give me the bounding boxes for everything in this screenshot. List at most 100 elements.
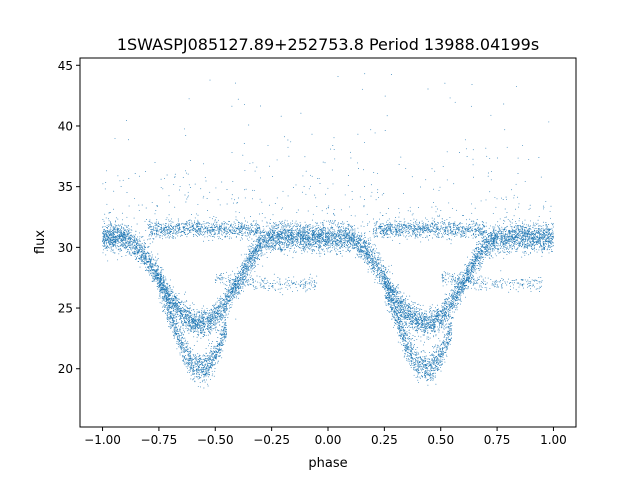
data-point (184, 293, 186, 295)
data-point (181, 308, 183, 309)
data-point (506, 241, 508, 243)
data-point (230, 300, 231, 302)
data-point (273, 246, 275, 248)
data-point (303, 247, 305, 249)
data-point (141, 252, 143, 254)
data-point (178, 298, 180, 300)
data-point (197, 322, 199, 323)
data-point (126, 241, 128, 243)
data-point (296, 233, 298, 235)
data-point (352, 238, 354, 240)
data-point (435, 316, 437, 318)
data-point (537, 233, 539, 235)
data-point (504, 220, 506, 222)
data-point (124, 243, 126, 245)
data-point (136, 239, 138, 241)
data-point (302, 248, 304, 250)
data-point (376, 252, 378, 253)
data-point (313, 239, 315, 240)
data-point (524, 219, 526, 221)
data-point (104, 245, 106, 247)
data-point (138, 245, 140, 247)
data-point (247, 246, 249, 248)
data-point (354, 235, 356, 237)
data-point (199, 328, 201, 330)
data-point (373, 247, 375, 249)
data-point (445, 301, 447, 302)
data-point (319, 244, 321, 246)
data-point (378, 266, 380, 268)
data-point (459, 283, 461, 285)
data-point (147, 267, 149, 269)
data-point (541, 230, 543, 232)
data-point (306, 228, 308, 230)
data-point (141, 245, 143, 247)
data-point (274, 248, 276, 250)
data-point (412, 320, 414, 322)
data-point (518, 220, 520, 222)
data-point (272, 249, 273, 251)
data-point (201, 318, 203, 320)
data-point (262, 246, 264, 248)
data-point (377, 257, 379, 259)
data-point (489, 254, 491, 255)
data-point (408, 311, 409, 312)
data-point (381, 276, 383, 278)
data-point (404, 312, 406, 314)
data-point (347, 224, 349, 226)
data-point (431, 319, 433, 321)
data-point (489, 233, 491, 235)
data-point (510, 221, 512, 223)
data-point (402, 296, 404, 298)
data-point (213, 322, 215, 324)
data-point (494, 253, 496, 255)
data-point (187, 322, 189, 324)
data-point (287, 234, 289, 236)
data-point (526, 224, 528, 226)
data-point (493, 235, 495, 237)
data-point (128, 235, 130, 237)
data-point (377, 276, 378, 278)
data-point (103, 246, 105, 248)
data-point (261, 251, 262, 253)
data-point (276, 236, 278, 238)
data-point (289, 225, 291, 227)
data-point (134, 255, 136, 257)
data-point (460, 298, 461, 300)
data-point (112, 251, 114, 253)
data-point (441, 310, 443, 312)
data-point (360, 253, 362, 255)
data-point (311, 245, 313, 247)
data-point (312, 244, 314, 246)
data-point (282, 244, 284, 246)
data-point (127, 243, 129, 245)
data-point (150, 268, 152, 270)
data-point (381, 283, 383, 285)
data-point (220, 295, 222, 297)
data-point (299, 222, 301, 224)
data-point (237, 285, 238, 287)
data-point (172, 298, 174, 300)
data-point (323, 233, 325, 235)
data-point (108, 233, 109, 234)
data-point (310, 244, 312, 245)
data-point (241, 290, 243, 291)
data-point (329, 242, 331, 244)
data-point (465, 265, 467, 267)
data-point (164, 276, 166, 278)
data-point (301, 229, 303, 231)
data-point (219, 318, 221, 320)
data-point (304, 240, 306, 242)
data-point (517, 233, 519, 234)
data-point (438, 319, 439, 320)
data-point (298, 235, 300, 237)
data-point (343, 222, 345, 224)
data-point (315, 243, 317, 244)
data-point (378, 262, 379, 264)
data-point (221, 317, 223, 319)
data-point (468, 263, 470, 265)
data-point (168, 291, 170, 293)
data-point (175, 312, 177, 314)
data-point (410, 315, 412, 317)
data-point (242, 264, 243, 266)
